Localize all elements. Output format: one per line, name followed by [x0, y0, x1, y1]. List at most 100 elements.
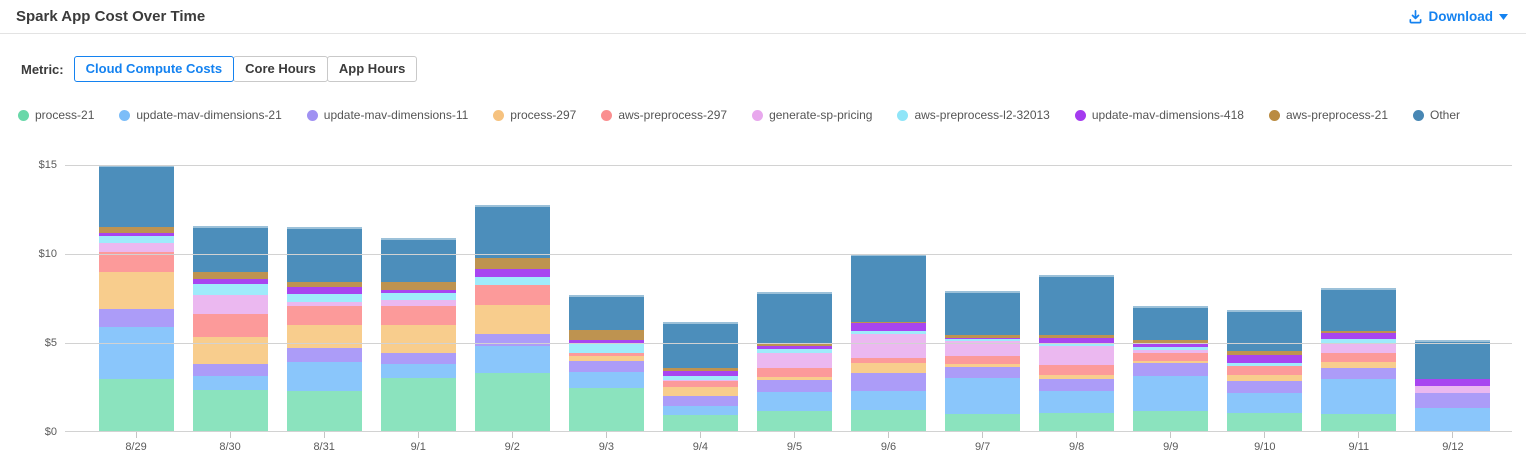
bar-segment-process-297[interactable]	[1039, 374, 1115, 380]
bar-segment-update-mav-dimensions-11[interactable]	[192, 363, 268, 377]
bar-segment-process-21[interactable]	[662, 415, 738, 432]
bar-segment-update-mav-dimensions-21[interactable]	[1227, 392, 1303, 414]
bar-segment-process-21[interactable]	[1133, 410, 1209, 432]
bar-segment-aws-preprocess-21[interactable]	[1227, 350, 1303, 355]
bar-segment-aws-preprocess-l2-32013[interactable]	[98, 236, 174, 244]
bar-segment-aws-preprocess-21[interactable]	[98, 227, 174, 233]
bar[interactable]	[945, 291, 1021, 432]
bar-segment-aws-preprocess-l2-32013[interactable]	[1321, 338, 1397, 344]
bar-segment-aws-preprocess-l2-32013[interactable]	[474, 277, 550, 286]
bar-segment-process-21[interactable]	[474, 373, 550, 432]
bar-segment-process-297[interactable]	[851, 363, 927, 374]
bar-segment-aws-preprocess-21[interactable]	[474, 257, 550, 270]
bar[interactable]	[380, 237, 456, 432]
bar-segment-process-297[interactable]	[1321, 361, 1397, 368]
bar-segment-aws-preprocess-21[interactable]	[568, 329, 644, 341]
bar-segment-aws-preprocess-21[interactable]	[662, 367, 738, 371]
bar-segment-Other[interactable]	[1321, 287, 1397, 331]
bar-segment-process-21[interactable]	[98, 378, 174, 432]
bar-segment-Other[interactable]	[192, 225, 268, 272]
bar-segment-process-297[interactable]	[474, 304, 550, 335]
bar-segment-update-mav-dimensions-11[interactable]	[568, 360, 644, 373]
bar-segment-generate-sp-pricing[interactable]	[1039, 346, 1115, 366]
bar[interactable]	[1415, 340, 1491, 432]
bar-segment-generate-sp-pricing[interactable]	[380, 300, 456, 307]
legend-item[interactable]: aws-preprocess-21	[1268, 108, 1388, 122]
bar[interactable]	[1321, 287, 1397, 432]
bar-segment-update-mav-dimensions-418[interactable]	[1133, 343, 1209, 348]
bar-segment-process-297[interactable]	[568, 356, 644, 361]
bar-segment-process-21[interactable]	[1321, 414, 1397, 432]
bar-segment-update-mav-dimensions-11[interactable]	[756, 380, 832, 392]
tab-app-hours[interactable]: App Hours	[326, 56, 418, 82]
bar-segment-aws-preprocess-297[interactable]	[286, 305, 362, 326]
bar-segment-process-297[interactable]	[662, 386, 738, 396]
bar-segment-generate-sp-pricing[interactable]	[98, 243, 174, 253]
bar[interactable]	[474, 205, 550, 432]
bar[interactable]	[662, 321, 738, 432]
bar-segment-generate-sp-pricing[interactable]	[286, 302, 362, 306]
bar-segment-generate-sp-pricing[interactable]	[851, 334, 927, 359]
bar-segment-update-mav-dimensions-11[interactable]	[474, 334, 550, 346]
bar-segment-aws-preprocess-l2-32013[interactable]	[568, 343, 644, 353]
bar-segment-update-mav-dimensions-418[interactable]	[756, 345, 832, 350]
bar-segment-process-21[interactable]	[568, 387, 644, 432]
bar[interactable]	[1133, 306, 1209, 432]
legend-item[interactable]: update-mav-dimensions-11	[306, 108, 468, 122]
bar-segment-aws-preprocess-21[interactable]	[851, 321, 927, 324]
bar-segment-Other[interactable]	[851, 254, 927, 322]
bar-segment-Other[interactable]	[380, 237, 456, 283]
bar-segment-update-mav-dimensions-21[interactable]	[474, 345, 550, 374]
bar-segment-update-mav-dimensions-11[interactable]	[98, 309, 174, 328]
bar-segment-update-mav-dimensions-11[interactable]	[1039, 379, 1115, 392]
bar-segment-aws-preprocess-l2-32013[interactable]	[192, 284, 268, 296]
bar[interactable]	[192, 225, 268, 432]
bar-segment-aws-preprocess-297[interactable]	[1133, 352, 1209, 361]
bar-segment-update-mav-dimensions-21[interactable]	[1133, 375, 1209, 411]
bar-segment-update-mav-dimensions-11[interactable]	[1133, 363, 1209, 376]
bar-segment-process-297[interactable]	[98, 271, 174, 310]
bar-segment-update-mav-dimensions-21[interactable]	[662, 406, 738, 416]
bar-segment-Other[interactable]	[568, 294, 644, 330]
bar-segment-aws-preprocess-21[interactable]	[286, 282, 362, 287]
bar-segment-Other[interactable]	[1039, 275, 1115, 335]
bar-segment-aws-preprocess-l2-32013[interactable]	[1133, 347, 1209, 351]
bar-segment-update-mav-dimensions-21[interactable]	[286, 361, 362, 392]
bar-segment-update-mav-dimensions-21[interactable]	[1415, 408, 1491, 432]
bar-segment-Other[interactable]	[1227, 310, 1303, 351]
bar-segment-process-297[interactable]	[756, 376, 832, 381]
bar-segment-update-mav-dimensions-418[interactable]	[286, 286, 362, 295]
bar-segment-update-mav-dimensions-21[interactable]	[192, 376, 268, 391]
bar-segment-aws-preprocess-297[interactable]	[1039, 365, 1115, 375]
bar-segment-update-mav-dimensions-418[interactable]	[474, 269, 550, 278]
legend-item[interactable]: update-mav-dimensions-418	[1074, 108, 1244, 122]
bar-segment-Other[interactable]	[1415, 340, 1491, 379]
bar-segment-process-297[interactable]	[192, 336, 268, 364]
bar-segment-update-mav-dimensions-11[interactable]	[1227, 381, 1303, 393]
bar[interactable]	[1039, 275, 1115, 432]
bar-segment-aws-preprocess-297[interactable]	[474, 285, 550, 305]
bar-segment-update-mav-dimensions-21[interactable]	[851, 391, 927, 410]
bar[interactable]	[286, 227, 362, 432]
bar-segment-aws-preprocess-l2-32013[interactable]	[1039, 343, 1115, 347]
bar-segment-Other[interactable]	[1133, 306, 1209, 341]
bar-segment-update-mav-dimensions-418[interactable]	[98, 232, 174, 237]
bar-segment-process-21[interactable]	[945, 414, 1021, 432]
bar-segment-update-mav-dimensions-11[interactable]	[662, 395, 738, 407]
bar-segment-process-297[interactable]	[286, 325, 362, 349]
bar-segment-aws-preprocess-297[interactable]	[851, 358, 927, 364]
bar-segment-process-21[interactable]	[192, 390, 268, 432]
bar-segment-update-mav-dimensions-418[interactable]	[1039, 337, 1115, 344]
bar-segment-aws-preprocess-297[interactable]	[192, 313, 268, 337]
bar-segment-process-297[interactable]	[945, 364, 1021, 368]
bar-segment-process-297[interactable]	[380, 325, 456, 353]
tab-core-hours[interactable]: Core Hours	[233, 56, 328, 82]
bar-segment-aws-preprocess-21[interactable]	[1039, 334, 1115, 338]
bar-segment-aws-preprocess-297[interactable]	[380, 306, 456, 326]
bar-segment-aws-preprocess-21[interactable]	[756, 342, 832, 346]
bar-segment-aws-preprocess-l2-32013[interactable]	[662, 375, 738, 380]
bar-segment-process-297[interactable]	[1133, 360, 1209, 364]
legend-item[interactable]: process-21	[18, 108, 94, 122]
bar-segment-update-mav-dimensions-11[interactable]	[286, 348, 362, 362]
bar-segment-generate-sp-pricing[interactable]	[1321, 343, 1397, 353]
